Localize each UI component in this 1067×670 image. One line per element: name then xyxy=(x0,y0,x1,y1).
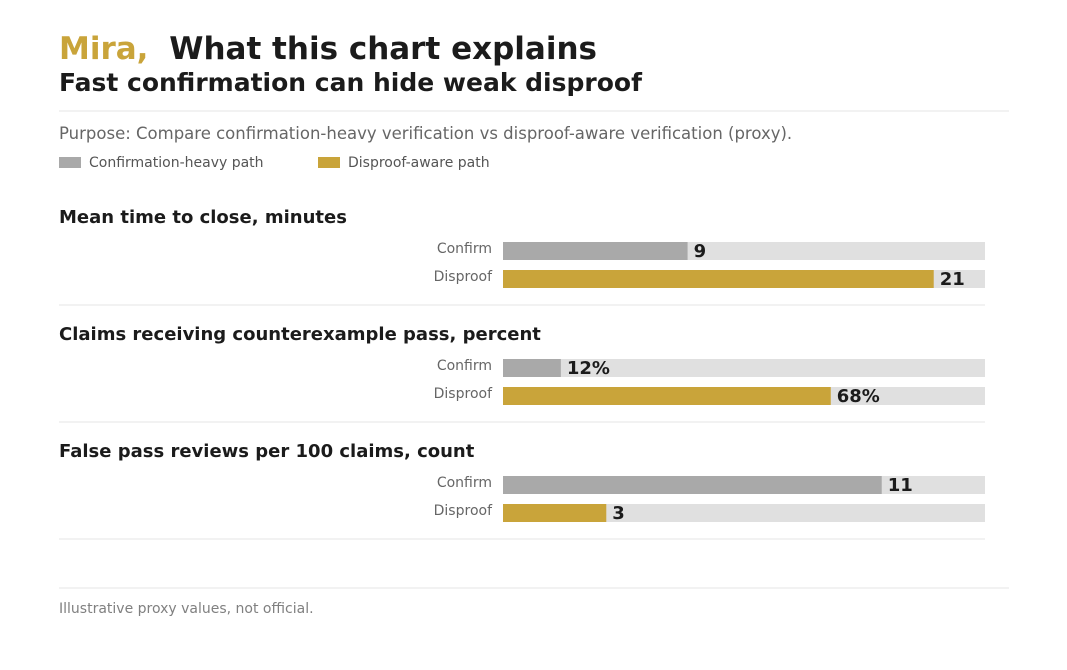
bar-category-label: Disproof xyxy=(434,386,493,402)
bar-value-label: 12% xyxy=(567,358,610,379)
bar-disproof xyxy=(503,387,831,405)
panel-title: False pass reviews per 100 claims, count xyxy=(59,441,475,462)
legend-label-1: Disproof-aware path xyxy=(348,155,490,171)
bar-disproof xyxy=(503,504,607,522)
bar-value-label: 3 xyxy=(612,503,625,524)
brand-name: Mira, xyxy=(59,31,148,67)
panel-title: Claims receiving counterexample pass, pe… xyxy=(59,324,541,345)
bar-confirm xyxy=(503,242,688,260)
bar-category-label: Confirm xyxy=(437,475,492,491)
bar-confirm xyxy=(503,359,561,377)
chart-subtitle: Fast confirmation can hide weak disproof xyxy=(59,68,643,97)
panel-2: False pass reviews per 100 claims, count… xyxy=(59,441,985,540)
legend-swatch-0 xyxy=(59,157,81,168)
panel-title: Mean time to close, minutes xyxy=(59,207,347,228)
bar-value-label: 68% xyxy=(837,386,880,407)
bar-confirm xyxy=(503,476,882,494)
chart-panels: Mean time to close, minutes Confirm 9 Dispr… xyxy=(59,207,985,540)
bar-track xyxy=(503,359,985,377)
legend: Confirmation-heavy path Disproof-aware pa… xyxy=(59,155,490,171)
bar-category-label: Disproof xyxy=(434,269,493,285)
chart-title: Mira, What this chart explains xyxy=(59,31,597,67)
legend-swatch-1 xyxy=(318,157,340,168)
bar-category-label: Confirm xyxy=(437,358,492,374)
bar-value-label: 21 xyxy=(940,269,965,290)
panel-0: Mean time to close, minutes Confirm 9 Dispr… xyxy=(59,207,985,306)
purpose-text: Purpose: Compare confirmation-heavy veri… xyxy=(59,124,792,143)
title-text: What this chart explains xyxy=(169,31,597,67)
bar-category-label: Confirm xyxy=(437,241,492,257)
bar-track xyxy=(503,504,985,522)
footer-note: Illustrative proxy values, not official. xyxy=(59,601,314,617)
legend-label-0: Confirmation-heavy path xyxy=(89,155,264,171)
panel-1: Claims receiving counterexample pass, pe… xyxy=(59,324,985,423)
bar-value-label: 11 xyxy=(888,475,913,496)
bar-value-label: 9 xyxy=(694,241,707,262)
bar-category-label: Disproof xyxy=(434,503,493,519)
bar-disproof xyxy=(503,270,934,288)
